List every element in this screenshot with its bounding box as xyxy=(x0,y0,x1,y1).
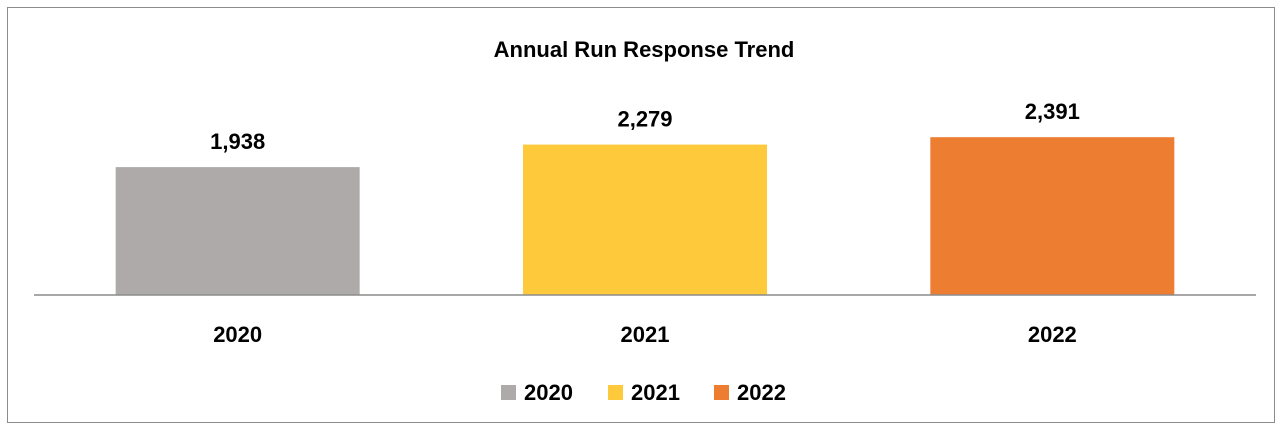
value-labels-group: 1,938 2,279 2,391 xyxy=(210,99,1080,154)
legend: 2020 2021 2022 xyxy=(501,380,786,405)
category-label-2021: 2021 xyxy=(621,322,670,347)
category-labels-group: 2020 2021 2022 xyxy=(213,322,1077,347)
legend-label-2020: 2020 xyxy=(524,380,573,405)
category-label-2020: 2020 xyxy=(213,322,262,347)
value-label-2020: 1,938 xyxy=(210,129,265,154)
legend-swatch-2022 xyxy=(714,385,729,400)
legend-swatch-2021 xyxy=(608,385,623,400)
bar-2020 xyxy=(115,167,360,295)
legend-label-2021: 2021 xyxy=(631,380,680,405)
value-label-2022: 2,391 xyxy=(1025,99,1080,124)
bars-group xyxy=(115,137,1175,295)
bar-2021 xyxy=(523,144,767,295)
value-label-2021: 2,279 xyxy=(617,107,672,132)
legend-label-2022: 2022 xyxy=(737,380,786,405)
chart-title: Annual Run Response Trend xyxy=(494,37,795,62)
category-label-2022: 2022 xyxy=(1028,322,1077,347)
bar-2022 xyxy=(930,137,1175,295)
legend-swatch-2020 xyxy=(501,385,516,400)
